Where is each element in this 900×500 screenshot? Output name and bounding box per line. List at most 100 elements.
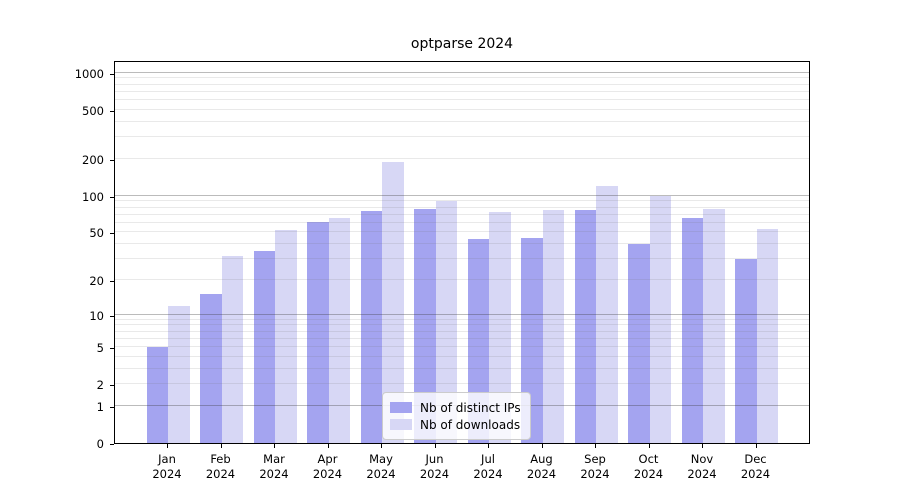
gridline-minor <box>115 383 809 385</box>
gridline-minor <box>115 278 809 280</box>
gridline-minor <box>115 108 809 110</box>
y-tick-label: 20 <box>89 273 104 288</box>
y-tick-mark <box>110 159 114 161</box>
y-tick-label: 1000 <box>74 66 104 81</box>
bar-downloads <box>703 208 725 443</box>
bar-distinct-ips <box>414 208 436 443</box>
gridline-major <box>115 313 809 315</box>
x-tick-year: 2024 <box>259 467 289 481</box>
gridline-minor <box>115 99 809 101</box>
x-tick-label: Jan 2024 <box>137 452 197 482</box>
gridline-minor <box>115 231 809 233</box>
x-tick-year: 2024 <box>687 467 717 481</box>
y-tick-label: 5 <box>96 341 104 355</box>
legend-label-downloads: Nb of downloads <box>420 417 521 432</box>
y-tick-mark <box>110 73 114 75</box>
gridline-minor <box>115 206 809 208</box>
gridline-minor <box>115 200 809 202</box>
gridline-minor <box>115 324 809 326</box>
x-tick-mark <box>220 444 222 448</box>
bar-downloads <box>542 209 564 443</box>
bar-downloads <box>489 211 511 443</box>
y-tick-label: 500 <box>82 103 104 118</box>
gridline-minor <box>115 77 809 79</box>
x-tick-mark <box>755 444 757 448</box>
x-tick-mark <box>541 444 543 448</box>
bar-distinct-ips <box>146 347 168 443</box>
x-tick-year: 2024 <box>740 467 771 481</box>
y-tick-mark <box>110 110 114 112</box>
bar-distinct-ips <box>628 244 650 443</box>
y-tick-label: 50 <box>89 226 104 241</box>
y-tick-label: 10 <box>89 308 104 323</box>
y-tick-mark <box>110 385 114 387</box>
x-tick-mark <box>488 444 489 448</box>
bar-distinct-ips <box>307 221 329 443</box>
x-tick-mark <box>434 444 436 448</box>
y-tick-label: 0 <box>96 437 104 451</box>
x-tick-label: May 2024 <box>351 452 411 482</box>
x-tick-year: 2024 <box>633 467 664 481</box>
x-tick-mark <box>327 444 329 448</box>
y-tick-mark <box>110 233 114 235</box>
y-tick-label: 2 <box>96 378 104 393</box>
x-tick-mark <box>167 444 168 448</box>
x-tick-mark <box>381 444 382 448</box>
bar-downloads <box>168 305 190 443</box>
x-tick-label: Sep 2024 <box>565 452 625 482</box>
bar-distinct-ips <box>360 210 382 443</box>
gridline-major <box>115 71 809 73</box>
legend-row-distinct-ips: Nb of distinct IPs <box>390 399 521 416</box>
gridline-minor <box>115 337 809 339</box>
x-tick-year: 2024 <box>205 467 236 481</box>
gridline-minor <box>115 355 809 357</box>
bar-distinct-ips <box>253 251 275 443</box>
x-tick-year: 2024 <box>366 467 396 481</box>
y-tick-mark <box>110 348 114 349</box>
y-tick-mark <box>110 406 114 408</box>
gridline-minor <box>115 213 809 215</box>
x-tick-mark <box>702 444 703 448</box>
bar-downloads <box>382 161 404 443</box>
gridline-minor <box>115 258 809 259</box>
bar-distinct-ips <box>574 209 596 443</box>
gridline-minor <box>115 346 809 347</box>
x-tick-label: Jul 2024 <box>458 452 518 482</box>
gridline-minor <box>115 90 809 92</box>
bar-downloads <box>328 217 350 443</box>
gridline-minor <box>115 83 809 85</box>
plot-area: Nb of distinct IPs Nb of downloads <box>114 61 810 444</box>
y-tick-mark <box>110 280 114 282</box>
gridline-minor <box>115 243 809 244</box>
legend-swatch-downloads <box>390 419 412 430</box>
bar-distinct-ips <box>521 237 543 443</box>
x-tick-label: Aug 2024 <box>512 452 572 482</box>
bar-downloads <box>596 186 618 443</box>
x-tick-mark <box>595 444 596 448</box>
bar-downloads <box>756 229 778 443</box>
legend-label-distinct-ips: Nb of distinct IPs <box>420 400 521 415</box>
x-tick-label: Oct 2024 <box>619 452 679 482</box>
x-tick-label: Feb 2024 <box>191 452 251 482</box>
bar-downloads <box>649 195 671 443</box>
x-tick-year: 2024 <box>580 467 610 481</box>
x-tick-label: Dec 2024 <box>726 452 786 482</box>
y-tick-label: 1 <box>96 399 104 414</box>
y-tick-label: 100 <box>82 189 104 204</box>
legend-row-downloads: Nb of downloads <box>390 416 521 433</box>
y-tick-mark <box>110 196 114 198</box>
bar-distinct-ips <box>681 217 703 443</box>
x-tick-year: 2024 <box>419 467 450 481</box>
x-tick-label: Mar 2024 <box>244 452 304 482</box>
y-tick-mark <box>110 444 114 445</box>
gridline-minor <box>115 221 809 223</box>
legend: Nb of distinct IPs Nb of downloads <box>382 392 531 440</box>
x-tick-year: 2024 <box>473 467 503 481</box>
chart-title: optparse 2024 <box>410 36 514 52</box>
gridline-minor <box>115 318 809 320</box>
x-tick-label: Apr 2024 <box>298 452 358 482</box>
gridline-minor <box>115 157 809 159</box>
bar-downloads <box>221 255 243 443</box>
x-tick-year: 2024 <box>312 467 343 481</box>
